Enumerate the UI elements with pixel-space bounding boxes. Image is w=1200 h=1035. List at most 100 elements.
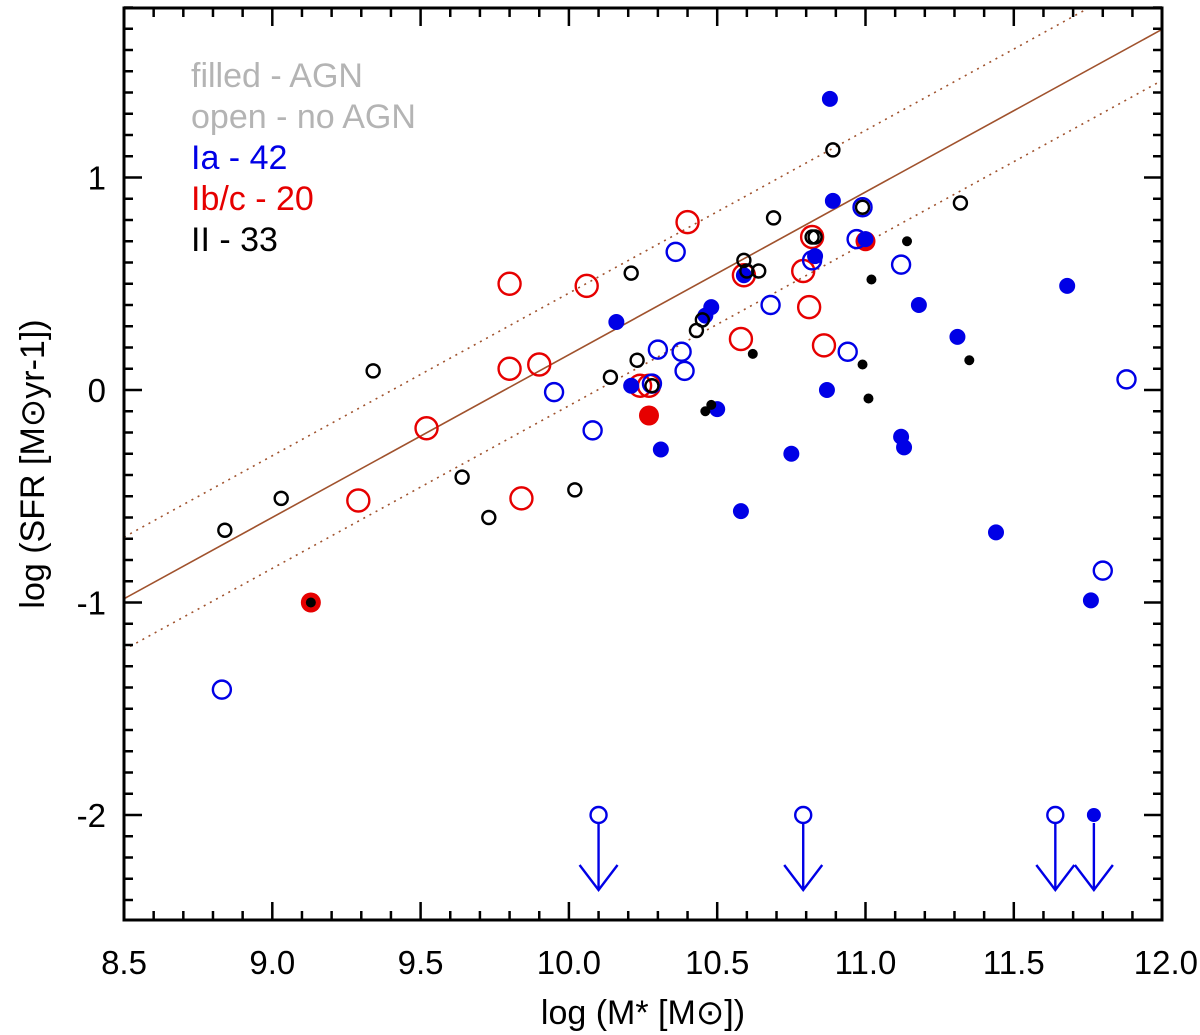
data-point-ia-1 bbox=[543, 381, 565, 403]
data-point-ii-29 bbox=[964, 355, 975, 366]
data-point-ibc-17 bbox=[811, 333, 837, 358]
data-point-ibc-2 bbox=[414, 416, 439, 441]
data-point-ia-13 bbox=[890, 254, 912, 275]
data-point-ii-26 bbox=[866, 274, 877, 285]
axis-ticks bbox=[122, 6, 1164, 920]
data-point-ia-17 bbox=[824, 192, 841, 209]
data-point-ii-2 bbox=[305, 597, 316, 608]
y-tick-label-1: -1 bbox=[77, 585, 106, 622]
data-point-ia-36 bbox=[1082, 592, 1099, 609]
data-point-ii-6 bbox=[567, 482, 583, 498]
data-point-ia-2 bbox=[582, 420, 603, 441]
data-point-ii-15 bbox=[736, 252, 752, 269]
data-points bbox=[211, 90, 1137, 700]
data-point-ia-14 bbox=[1116, 369, 1137, 390]
data-point-ibc-5 bbox=[509, 486, 534, 511]
data-point-ia-26 bbox=[783, 445, 800, 462]
data-point-ii-19 bbox=[765, 210, 782, 226]
data-point-ii-24 bbox=[857, 359, 868, 370]
data-point-ia-27 bbox=[807, 248, 824, 265]
data-point-ii-17 bbox=[747, 348, 758, 359]
data-point-ibc-10 bbox=[638, 405, 659, 426]
data-point-ii-14 bbox=[706, 399, 717, 410]
data-point-ii-23 bbox=[854, 199, 871, 215]
upper-limit-point-3 bbox=[1086, 808, 1101, 822]
data-point-ia-25 bbox=[735, 267, 752, 284]
upper-limit-arrow-head-0 bbox=[578, 864, 619, 892]
data-point-ia-28 bbox=[818, 382, 835, 398]
plot-frame bbox=[122, 6, 1164, 922]
x-tick-labels: 8.5 9.0 9.5 10.0 10.5 11.0 11.5 12.0 bbox=[101, 944, 1198, 981]
data-point-ia-4 bbox=[647, 339, 669, 360]
legend-entry-3: Ib/c - 20 bbox=[191, 180, 314, 218]
data-point-ia-6 bbox=[671, 341, 692, 362]
data-point-ia-29 bbox=[857, 231, 874, 248]
upper-limit-arrow-head-1 bbox=[783, 864, 824, 892]
relation-lower-dotted-line bbox=[124, 79, 1162, 651]
x-tick-label-3: 10.0 bbox=[537, 944, 601, 981]
x-tick-label-0: 8.5 bbox=[101, 944, 147, 981]
x-tick-label-4: 10.5 bbox=[685, 944, 749, 981]
y-axis-title: log (SFR [M⊙yr-1]) bbox=[14, 319, 52, 608]
data-point-ii-12 bbox=[694, 312, 711, 328]
y-tick-label-0: -2 bbox=[77, 797, 106, 834]
relation-main-line bbox=[124, 28, 1162, 600]
x-tick-label-6: 11.5 bbox=[983, 944, 1045, 981]
data-point-ibc-15 bbox=[796, 294, 822, 320]
data-point-ia-35 bbox=[1059, 277, 1076, 294]
data-point-ibc-11 bbox=[675, 209, 700, 235]
x-tick-label-1: 9.0 bbox=[249, 944, 295, 981]
y-tick-labels: -2 -1 0 1 bbox=[77, 160, 106, 835]
data-point-ia-7 bbox=[674, 360, 695, 382]
data-point-ii-8 bbox=[623, 265, 639, 281]
data-point-ibc-3 bbox=[497, 271, 522, 296]
upper-limit-arrow-head-3 bbox=[1073, 864, 1114, 892]
data-point-ibc-7 bbox=[574, 273, 599, 299]
legend-entry-2: Ia - 42 bbox=[191, 139, 287, 177]
data-point-ibc-4 bbox=[497, 356, 522, 381]
data-point-ia-5 bbox=[665, 241, 686, 263]
data-point-ii-0 bbox=[217, 522, 233, 538]
data-point-ii-27 bbox=[902, 236, 913, 247]
legend-entry-0: filled - AGN bbox=[191, 57, 363, 95]
data-point-ii-9 bbox=[629, 352, 645, 368]
data-point-ii-21 bbox=[807, 229, 823, 245]
data-point-ibc-12 bbox=[728, 326, 754, 352]
data-point-ii-22 bbox=[825, 142, 841, 158]
data-point-ia-15 bbox=[1092, 560, 1113, 581]
data-point-ii-10 bbox=[644, 378, 660, 394]
x-tick-label-5: 11.0 bbox=[835, 944, 897, 981]
data-point-ii-25 bbox=[863, 393, 874, 404]
relation-lines bbox=[124, 8, 1162, 651]
data-point-ibc-16 bbox=[799, 224, 825, 250]
data-point-ia-0 bbox=[211, 679, 233, 700]
data-point-ia-16 bbox=[821, 90, 838, 107]
data-point-ii-4 bbox=[454, 469, 470, 485]
relation-upper-dotted-line bbox=[124, 8, 1091, 538]
y-tick-label-2: 0 bbox=[88, 372, 106, 409]
data-point-ibc-1 bbox=[346, 488, 371, 513]
data-point-ia-34 bbox=[988, 524, 1005, 541]
legend-entry-1: open - no AGN bbox=[191, 98, 416, 136]
data-point-ia-32 bbox=[910, 297, 927, 313]
data-point-ia-31 bbox=[896, 439, 913, 456]
legend-entry-4: II - 33 bbox=[191, 221, 278, 259]
data-point-ia-12 bbox=[852, 197, 873, 218]
data-point-ii-7 bbox=[602, 369, 619, 385]
x-tick-label-7: 12.0 bbox=[1134, 944, 1198, 981]
data-point-ii-1 bbox=[273, 490, 289, 507]
data-point-ia-10 bbox=[837, 341, 858, 362]
data-point-ii-13 bbox=[700, 406, 711, 417]
data-point-ia-18 bbox=[608, 314, 625, 330]
data-point-ii-5 bbox=[481, 509, 497, 526]
upper-limit-arrow-head-2 bbox=[1035, 864, 1076, 892]
data-point-ibc-6 bbox=[527, 352, 552, 377]
data-point-ia-24 bbox=[732, 503, 749, 520]
data-point-ia-19 bbox=[623, 377, 640, 394]
data-point-ia-33 bbox=[949, 328, 966, 345]
data-point-ia-8 bbox=[760, 294, 781, 316]
x-tick-label-2: 9.5 bbox=[398, 944, 444, 981]
